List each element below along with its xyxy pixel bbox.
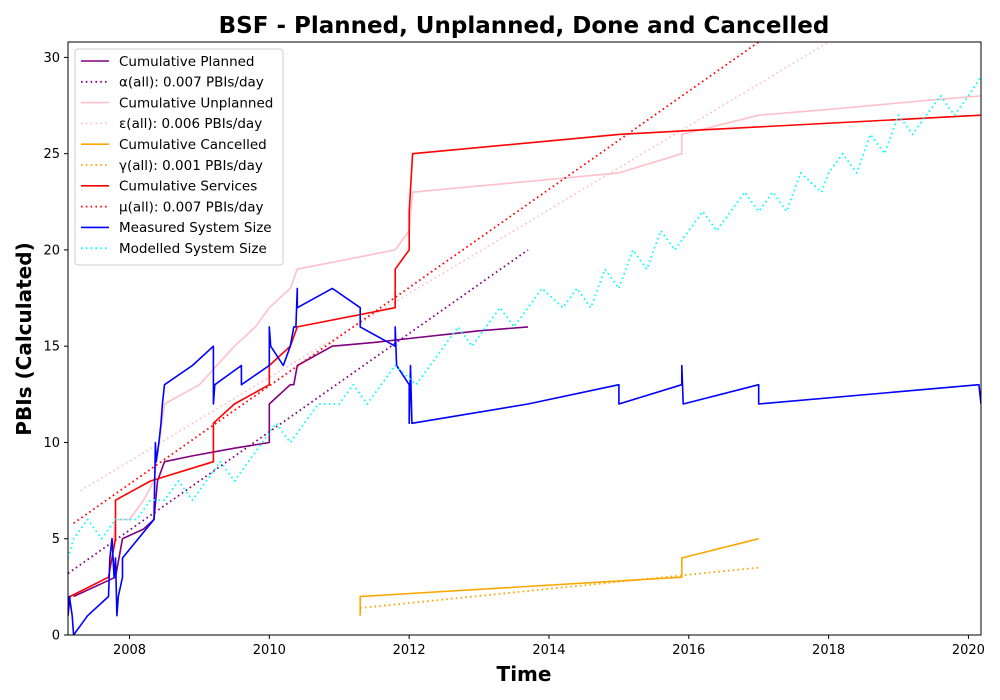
y-axis-label: PBIs (Calculated) [12, 242, 36, 435]
axes-layer: 2008 2010 2012 2014 2016 2018 2020 0 5 10 15 20 25 30 [43, 51, 985, 658]
legend-entry: Modelled System Size [119, 241, 267, 257]
legend-entry: Cumulative Unplanned [119, 95, 273, 111]
series-layer [68, 42, 981, 635]
legend-entry: Cumulative Services [119, 179, 257, 195]
legend-box [74, 48, 284, 266]
plot-frame [67, 41, 982, 636]
series-line-measured-system-size [68, 287, 981, 635]
legend-entry: Measured System Size [119, 220, 272, 236]
x-tick-label: 2008 [113, 643, 146, 658]
chart-title: BSF - Planned, Unplanned, Done and Cance… [219, 13, 830, 39]
series-line-cumulative-unplanned [111, 95, 981, 559]
series-line-all-0-006-pbis-day [80, 42, 830, 492]
y-tick-label: 10 [43, 436, 60, 451]
legend-entry: μ(all): 0.007 PBIs/day [119, 199, 263, 215]
legend-entry: ε(all): 0.006 PBIs/day [119, 116, 262, 132]
y-tick-label: 20 [43, 243, 60, 258]
y-tick-label: 30 [43, 51, 60, 66]
series-line-cumulative-cancelled [359, 537, 759, 616]
y-tick-label: 15 [43, 340, 60, 355]
legend-entry: Cumulative Planned [119, 54, 255, 70]
x-axis-label: Time [497, 662, 552, 686]
series-line-all-0-001-pbis-day [360, 566, 759, 609]
series-line-all-0-007-pbis-day [73, 42, 760, 525]
x-tick-label: 2020 [952, 643, 985, 658]
x-tick-label: 2016 [672, 643, 705, 658]
legend-entry: α(all): 0.007 PBIs/day [119, 75, 264, 91]
x-tick-label: 2012 [393, 643, 426, 658]
y-tick-label: 0 [52, 629, 60, 644]
legend-entry: Cumulative Cancelled [119, 137, 267, 153]
x-tick-label: 2018 [812, 643, 845, 658]
x-tick-label: 2014 [532, 643, 565, 658]
legend-entry: γ(all): 0.001 PBIs/day [119, 158, 263, 174]
y-tick-label: 5 [52, 532, 60, 547]
y-tick-label: 25 [43, 147, 60, 162]
series-line-cumulative-planned [73, 326, 529, 598]
x-tick-label: 2010 [253, 643, 286, 658]
legend: Cumulative Planned α(all): 0.007 PBIs/day… [74, 48, 284, 266]
